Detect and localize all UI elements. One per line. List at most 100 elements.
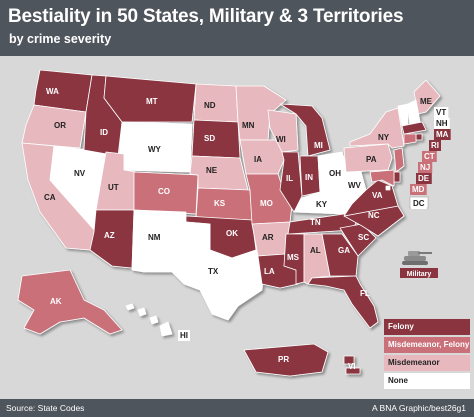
label-AK: AK	[50, 297, 62, 306]
us-map: Military WA OR CA NV ID MT WY UT AZ CO N…	[17, 69, 451, 377]
state-MD	[369, 169, 395, 187]
label-NM: NM	[148, 233, 161, 242]
label-AL: AL	[310, 246, 321, 255]
legend-item-felony: Felony	[384, 319, 470, 335]
label-AR: AR	[262, 233, 274, 242]
header-bar: Bestiality in 50 States, Military & 3 Te…	[0, 0, 474, 56]
label-RI: RI	[431, 141, 439, 150]
label-AZ: AZ	[104, 231, 115, 240]
label-IA: IA	[254, 155, 262, 164]
label-MN: MN	[242, 121, 255, 130]
state-MT	[103, 75, 197, 123]
military-tank-icon	[402, 251, 432, 265]
state-DC	[385, 185, 391, 191]
label-PR: PR	[278, 355, 289, 364]
label-tag-de	[416, 173, 432, 184]
legend-item-misdemeanor: Misdemeanor	[384, 355, 470, 371]
military-label: Military	[407, 271, 432, 278]
label-WY: WY	[148, 145, 162, 154]
label-OK: OK	[226, 229, 238, 238]
label-TX: TX	[208, 267, 219, 276]
label-tag-ri	[429, 140, 441, 151]
page-title: Bestiality in 50 States, Military & 3 Te…	[8, 6, 404, 27]
label-KS: KS	[214, 199, 226, 208]
label-SD: SD	[204, 134, 215, 143]
label-DC: DC	[413, 199, 425, 208]
state-NY	[349, 107, 405, 149]
state-WI	[267, 109, 299, 153]
state-VT	[397, 103, 409, 127]
source-note: Source: State Codes	[6, 403, 85, 413]
state-TX	[143, 221, 265, 321]
legend-item-misdemeanor-felony: Misdemeanor, Felony	[384, 337, 470, 353]
label-OH: OH	[329, 169, 341, 178]
state-SC	[339, 223, 377, 257]
label-MA: MA	[436, 130, 449, 139]
state-WA	[33, 69, 93, 113]
state-CT	[403, 133, 417, 145]
state-HI	[125, 303, 173, 337]
state-GA	[321, 233, 359, 277]
label-WI: WI	[276, 135, 286, 144]
label-tag-nh	[434, 118, 450, 129]
label-tag-nj	[418, 162, 433, 173]
label-DE: DE	[418, 174, 430, 183]
label-VA: VA	[372, 191, 383, 200]
label-tag-vt	[434, 107, 449, 118]
label-CO: CO	[158, 187, 170, 196]
state-SD	[191, 119, 241, 159]
label-tag-hi	[178, 330, 190, 341]
territory-VI	[343, 355, 361, 375]
label-IN: IN	[305, 173, 313, 182]
label-tag-ma	[434, 129, 451, 140]
label-HI: HI	[180, 331, 188, 340]
state-VA	[343, 179, 399, 217]
label-CT: CT	[424, 152, 435, 161]
label-WA: WA	[46, 87, 59, 96]
label-LA: LA	[264, 267, 275, 276]
label-UT: UT	[108, 183, 119, 192]
territory-PR	[243, 343, 329, 377]
label-VT: VT	[436, 108, 446, 117]
label-TN: TN	[310, 218, 321, 227]
label-MI: MI	[314, 141, 323, 150]
label-KY: KY	[316, 200, 328, 209]
label-tag-ct	[422, 151, 437, 162]
label-MO: MO	[260, 199, 273, 208]
label-PA: PA	[366, 155, 377, 164]
state-IA	[239, 139, 285, 175]
footer-bar: Source: State Codes A BNA Graphic/best26…	[0, 399, 474, 417]
map-area: Military WA OR CA NV ID MT WY UT AZ CO N…	[0, 56, 474, 399]
legend: Felony Misdemeanor, Felony Misdemeanor N…	[384, 319, 470, 391]
state-MN	[235, 85, 287, 141]
label-tag-md	[410, 184, 427, 195]
label-GA: GA	[338, 246, 350, 255]
label-ID: ID	[100, 128, 108, 137]
state-AK	[17, 269, 123, 335]
graphic-credit: A BNA Graphic/best26g1	[371, 403, 466, 413]
state-MA	[401, 121, 427, 135]
state-DE	[393, 171, 401, 183]
state-MI	[279, 103, 331, 157]
label-ND: ND	[204, 101, 216, 110]
label-FL: FL	[360, 289, 370, 298]
label-OR: OR	[54, 121, 66, 130]
label-ME: ME	[420, 97, 433, 106]
label-NV: NV	[74, 169, 86, 178]
label-NY: NY	[378, 133, 390, 142]
label-VI: VI	[348, 362, 356, 371]
label-SC: SC	[358, 233, 369, 242]
state-ND	[193, 83, 239, 123]
label-CA: CA	[44, 193, 56, 202]
label-NJ: NJ	[420, 163, 430, 172]
label-MT: MT	[146, 97, 158, 106]
military-label-box	[400, 268, 438, 278]
label-NC: NC	[368, 211, 380, 220]
state-NJ	[393, 147, 405, 173]
label-MS: MS	[287, 253, 300, 262]
state-FL	[307, 275, 379, 329]
page-subtitle: by crime severity	[9, 32, 112, 46]
label-NE: NE	[206, 166, 218, 175]
state-NE	[189, 155, 249, 191]
